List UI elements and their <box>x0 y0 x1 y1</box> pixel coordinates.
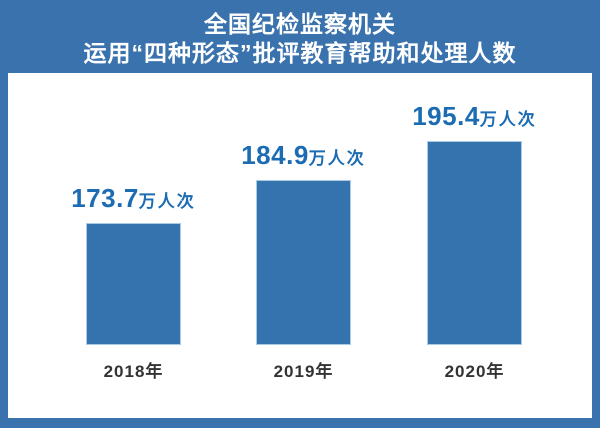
value-number-2019: 184.9 <box>241 140 309 170</box>
chart-title-line1: 全国纪检监察机关 <box>204 11 396 37</box>
bar-group-2018: 173.7万人次 2018年 <box>71 183 194 381</box>
chart-panel: 173.7万人次 2018年 184.9万人次 2019年 195.4万人次 2… <box>8 73 592 418</box>
value-label-2020: 195.4万人次 <box>412 101 537 132</box>
chart-title: 全国纪检监察机关 运用“四种形态”批评教育帮助和处理人数 <box>0 10 600 68</box>
value-unit-2020: 万人次 <box>479 110 537 129</box>
bar-2018 <box>86 223 181 345</box>
axis-label-2020: 2020年 <box>444 362 505 381</box>
value-label-2019: 184.9万人次 <box>241 140 366 171</box>
bar-group-2020: 195.4万人次 2020年 <box>412 101 535 381</box>
bar-2019 <box>256 180 351 345</box>
value-unit-2019: 万人次 <box>308 149 366 168</box>
axis-label-2018: 2018年 <box>103 362 164 381</box>
axis-label-2019: 2019年 <box>273 362 334 381</box>
value-number-2018: 173.7 <box>71 183 139 213</box>
chart-title-line2: 运用“四种形态”批评教育帮助和处理人数 <box>83 40 517 66</box>
bar-2020 <box>427 141 522 345</box>
value-number-2020: 195.4 <box>412 101 480 131</box>
bar-group-2019: 184.9万人次 2019年 <box>241 140 364 381</box>
value-unit-2018: 万人次 <box>138 192 196 211</box>
value-label-2018: 173.7万人次 <box>71 183 196 214</box>
